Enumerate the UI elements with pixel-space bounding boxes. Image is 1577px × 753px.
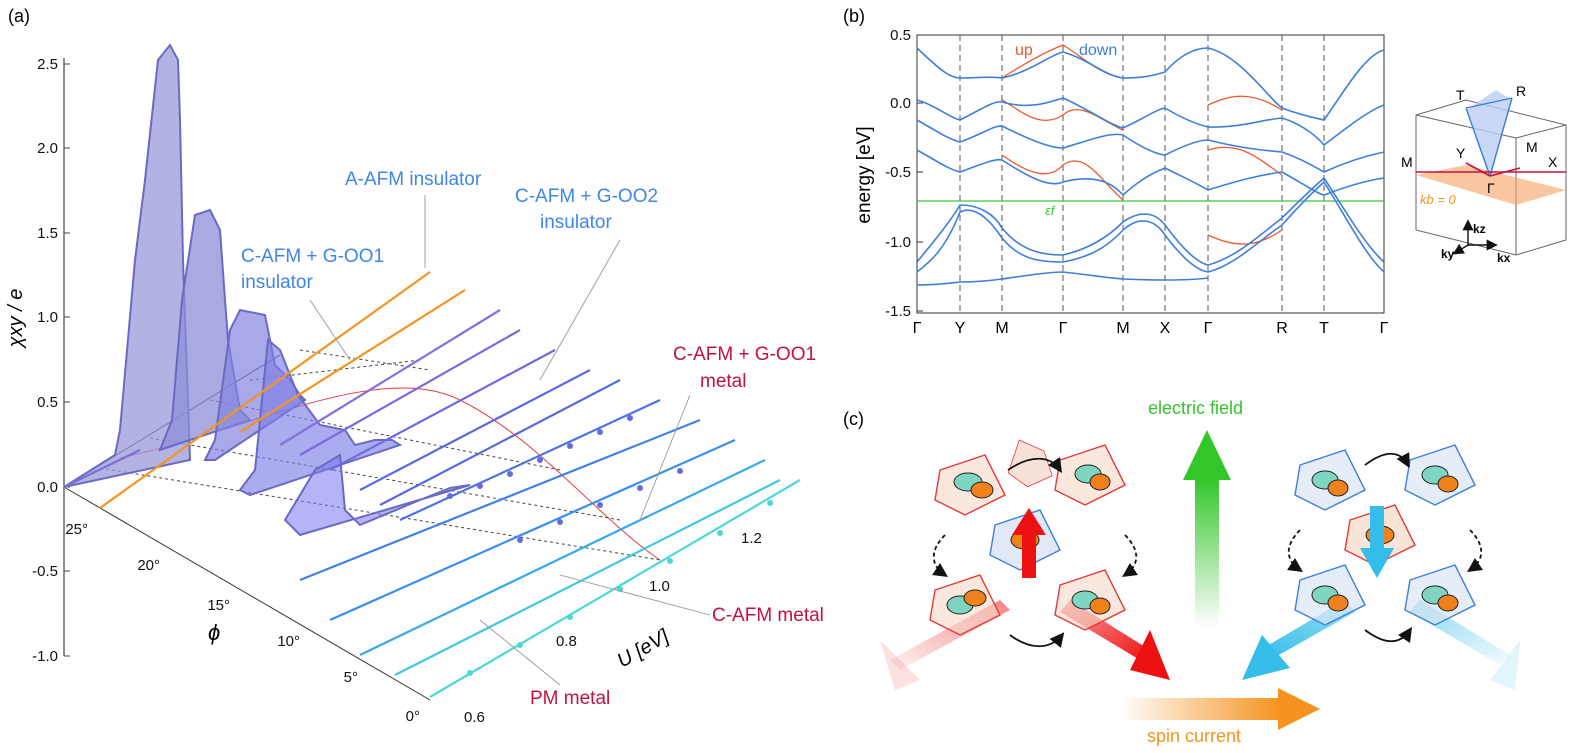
a-ytick: 1.0 (37, 309, 58, 326)
a-ytick: -0.5 (32, 563, 58, 580)
c-left-octahedra (1007, 439, 1053, 488)
a-u-axis-label: U [eV] (614, 625, 674, 672)
c-spin-current-arrow (1120, 688, 1320, 730)
c-left-big-up-arrow (1012, 508, 1046, 578)
bz-kb0-plane (1416, 165, 1566, 205)
a-ytick: 2.0 (37, 140, 58, 157)
bz-label-kx: kx (1497, 251, 1511, 265)
b-fermi-label: εf (1045, 203, 1056, 218)
a-label-c-goo1-ins-2: insulator (241, 272, 313, 293)
a-y-axis-label: χxy / e (5, 289, 27, 350)
b-ytick: 0.0 (890, 95, 911, 112)
a-ytick: 2.5 (37, 56, 58, 73)
bz-label-m-left: M (1401, 154, 1413, 170)
a-phitick: 15° (207, 597, 230, 614)
c-left-cluster (880, 439, 1170, 690)
a-utick: 1.2 (741, 530, 762, 547)
a-y-ticks: 2.5 2.0 1.5 1.0 0.5 0.0 -0.5 -1.0 (32, 56, 70, 665)
bz-label-kb0: kb = 0 (1420, 192, 1457, 207)
b-klabel: M (1116, 320, 1129, 337)
c-right-hopping-arrows (1287, 452, 1483, 643)
b-legend-up: up (1015, 42, 1033, 59)
b-klabel: Γ (1059, 320, 1068, 337)
a-ytick: 0.5 (37, 394, 58, 411)
a-phitick: 20° (137, 557, 160, 574)
a-phitick: 5° (344, 669, 358, 686)
a-label-c-goo2-1: C-AFM + G-OO2 (515, 186, 658, 207)
b-klabel: R (1276, 320, 1288, 337)
a-phi-ticks: 25° 20° 15° 10° 5° 0° (65, 521, 420, 725)
a-label-c-goo1-ins-1: C-AFM + G-OO1 (241, 246, 384, 267)
a-phi-axis-label: ϕ (208, 620, 220, 645)
c-right-big-down-arrow (1360, 506, 1394, 578)
bz-label-t: T (1456, 87, 1465, 103)
bz-label-r: R (1516, 83, 1526, 99)
b-y-axis-label: energy [eV] (854, 126, 875, 223)
a-phitick: 0° (406, 708, 420, 725)
b-kpath-labels: Γ Y M Γ M X Γ R T Γ (913, 320, 1389, 337)
a-label-pm-metal: PM metal (530, 688, 610, 709)
b-kpoint-lines (959, 35, 1325, 313)
a-chi-curve-5 (283, 453, 471, 537)
panel-b-label: (b) (843, 6, 865, 26)
b-bands-down (916, 47, 1385, 286)
bz-label-m-right: M (1526, 139, 1538, 155)
c-left-hopping-arrows (932, 457, 1138, 648)
b-frame (916, 34, 1385, 314)
bz-label-gamma: Γ (1487, 180, 1495, 196)
a-ytick: 1.5 (37, 225, 58, 242)
b-ytick: -1.0 (885, 234, 911, 251)
a-ytick: -1.0 (32, 648, 58, 665)
a-leader-lines (309, 195, 711, 686)
b-ytick: -0.5 (885, 164, 911, 181)
c-spin-current-label: spin current (1147, 726, 1241, 746)
bz-label-x: X (1548, 154, 1558, 170)
b-legend-down: down (1079, 42, 1117, 59)
panel-a: (a) 2.5 2.0 1.5 1.0 0.5 0.0 -0.5 -1.0 χx… (5, 6, 824, 726)
bz-label-y: Y (1456, 145, 1466, 161)
a-utick: 1.0 (649, 578, 670, 595)
b-brillouin-zone: T R Y M M X Γ kb = 0 kz ky kx (1401, 83, 1567, 265)
panel-b: (b) 0.5 0.0 -0.5 -1.0 -1.5 energy [eV] (843, 6, 1567, 337)
b-ytick: -1.5 (885, 303, 911, 320)
a-utick: 0.8 (556, 633, 577, 650)
a-utick: 0.6 (464, 709, 485, 726)
panel-c: (c) electric field spin current (843, 398, 1520, 746)
b-klabel: Γ (913, 320, 922, 337)
bz-label-kz: kz (1473, 222, 1486, 236)
a-phitick: 10° (277, 633, 300, 650)
a-label-a-afm: A-AFM insulator (345, 169, 482, 190)
a-label-c-afm-metal: C-AFM metal (712, 605, 824, 626)
b-klabel: Γ (1380, 320, 1389, 337)
panel-a-label: (a) (8, 6, 30, 26)
b-ytick: 0.5 (890, 27, 911, 44)
c-electric-field-label: electric field (1148, 398, 1243, 418)
c-right-cluster (1242, 444, 1520, 690)
b-klabel: T (1319, 320, 1329, 337)
c-electric-field-arrow (1183, 430, 1231, 628)
b-klabel: Y (955, 320, 966, 337)
a-series-dots-pm (467, 500, 773, 676)
a-label-c-goo2-2: insulator (540, 212, 612, 233)
bz-label-ky: ky (1441, 247, 1455, 261)
b-y-ticks: 0.5 0.0 -0.5 -1.0 -1.5 (885, 27, 923, 320)
a-label-c-goo1-met-1: C-AFM + G-OO1 (673, 344, 816, 365)
b-klabel: Γ (1204, 320, 1213, 337)
a-label-c-goo1-met-2: metal (700, 371, 746, 392)
a-ytick: 0.0 (37, 479, 58, 496)
panel-c-label: (c) (843, 409, 864, 429)
b-klabel: M (995, 320, 1008, 337)
a-series-lines (63, 271, 801, 698)
a-phitick: 25° (65, 521, 88, 538)
a-u-ticks: 0.6 0.8 1.0 1.2 (464, 530, 762, 726)
b-klabel: X (1160, 320, 1171, 337)
bz-plane-blue (1466, 90, 1512, 180)
a-series-dots (447, 415, 683, 543)
